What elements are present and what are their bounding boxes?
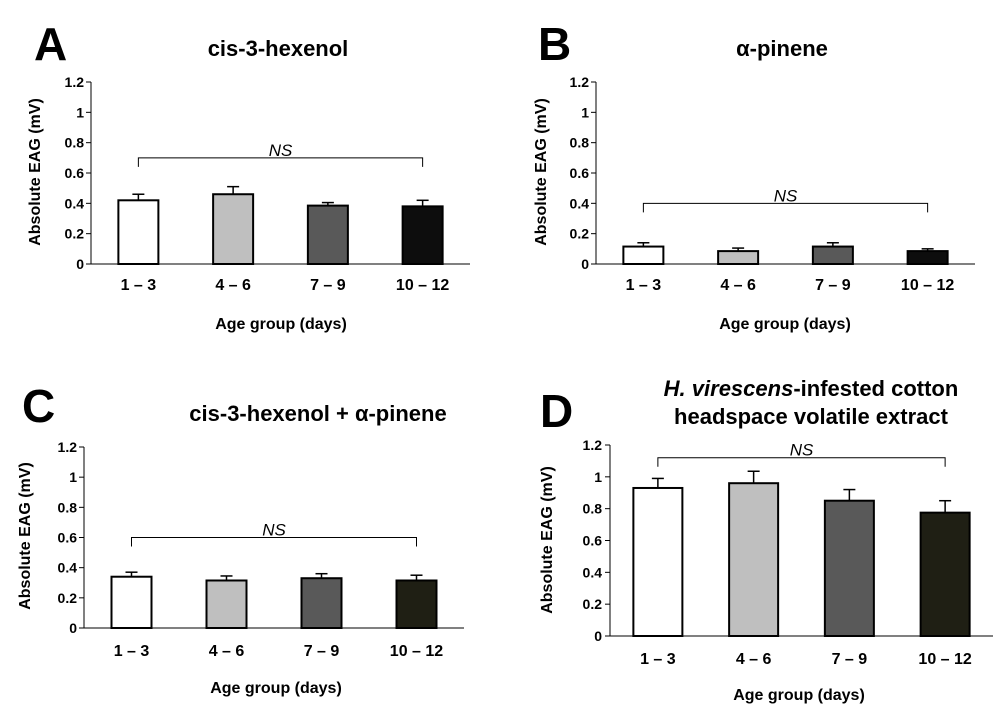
x-tick-label: 1 – 3 <box>121 277 157 294</box>
significance-label: NS <box>790 441 814 460</box>
y-tick-label: 1 <box>594 469 602 485</box>
x-tick-label: 4 – 6 <box>209 643 245 660</box>
bar <box>401 205 444 266</box>
panel-title: cis-3-hexenol <box>208 36 349 61</box>
y-tick-label: 0.2 <box>58 590 78 606</box>
x-tick-label: 7 – 9 <box>310 277 346 294</box>
y-tick-label: 0.6 <box>58 530 78 546</box>
x-tick-label: 7 – 9 <box>815 277 851 294</box>
significance-bracket <box>657 457 946 467</box>
bar <box>205 579 248 629</box>
panel-title-rest: -infested cotton <box>793 376 958 401</box>
x-tick-label: 1 – 3 <box>114 643 150 660</box>
x-tick-label: 1 – 3 <box>640 651 676 668</box>
y-tick-label: 0.8 <box>583 501 603 517</box>
x-tick-label: 4 – 6 <box>720 277 756 294</box>
y-tick-label: 0.2 <box>583 596 603 612</box>
y-tick-label: 1.2 <box>583 437 603 453</box>
significance-label: NS <box>262 521 286 540</box>
plot-area: 0 0.2 0.4 0.6 0.8 1 1.2 1 – 3 4 – 6 7 – 9 10 – 12 N… <box>58 439 464 660</box>
y-tick-label: 1.2 <box>65 74 85 90</box>
y-tick-label: 0 <box>581 256 589 272</box>
x-tick-label: 10 – 12 <box>918 651 971 668</box>
bar <box>728 482 780 638</box>
y-tick-label: 0 <box>69 620 77 636</box>
significance-bracket <box>131 537 417 547</box>
y-axis-label: Absolute EAG (mV) <box>539 466 556 614</box>
panel-letter: D <box>540 385 573 437</box>
y-tick-label: 1 <box>69 469 77 485</box>
panel-title-line-1: H. virescens-infested cotton <box>664 376 959 401</box>
panel-d: D H. virescens-infested cotton headspace… <box>539 376 993 704</box>
significance-bracket <box>137 157 424 167</box>
x-tick-label: 4 – 6 <box>736 651 772 668</box>
x-axis-label: Age group (days) <box>210 680 342 697</box>
y-tick-label: 0.8 <box>570 135 590 151</box>
x-axis-label: Age group (days) <box>733 687 865 704</box>
y-tick-label: 0.4 <box>570 195 590 211</box>
y-tick-label: 1 <box>76 104 84 120</box>
y-tick-label: 0.8 <box>65 135 85 151</box>
x-tick-label: 10 – 12 <box>396 277 449 294</box>
y-tick-label: 0.4 <box>58 560 78 576</box>
panel-letter: C <box>22 380 55 432</box>
y-tick-label: 0.4 <box>583 564 603 580</box>
x-tick-label: 10 – 12 <box>901 277 954 294</box>
bar <box>632 486 684 637</box>
x-tick-label: 1 – 3 <box>626 277 662 294</box>
y-tick-label: 1 <box>581 104 589 120</box>
panel-title: α-pinene <box>736 36 828 61</box>
bar <box>306 204 349 266</box>
y-tick-label: 0 <box>76 256 84 272</box>
y-tick-label: 0.6 <box>583 533 603 549</box>
bar <box>110 575 153 630</box>
y-axis-label: Absolute EAG (mV) <box>27 98 44 246</box>
panel-letter: B <box>538 18 571 70</box>
bar <box>622 245 665 265</box>
y-axis-label: Absolute EAG (mV) <box>533 98 550 246</box>
bar <box>811 245 854 265</box>
y-tick-label: 1.2 <box>570 74 590 90</box>
x-axis-label: Age group (days) <box>215 316 347 333</box>
x-tick-label: 4 – 6 <box>215 277 251 294</box>
bar <box>212 193 255 266</box>
plot-area: 0 0.2 0.4 0.6 0.8 1 1.2 1 – 3 4 – 6 7 – 9 10 – 12 N… <box>583 437 993 668</box>
y-tick-label: 1.2 <box>58 439 78 455</box>
y-axis-label: Absolute EAG (mV) <box>17 462 34 610</box>
y-tick-label: 0.6 <box>65 165 85 181</box>
bar <box>395 579 438 629</box>
panel-a: A cis-3-hexenol Absolute EAG (mV) Age gr… <box>27 18 470 333</box>
bar <box>823 499 875 638</box>
x-tick-label: 10 – 12 <box>390 643 443 660</box>
panel-letter: A <box>34 18 67 70</box>
x-tick-label: 7 – 9 <box>832 651 868 668</box>
x-axis-label: Age group (days) <box>719 316 851 333</box>
y-tick-label: 0.6 <box>570 165 590 181</box>
panel-c: C cis-3-hexenol + α-pinene Absolute EAG … <box>17 380 464 697</box>
y-tick-label: 0.4 <box>65 195 85 211</box>
panel-b: B α-pinene Absolute EAG (mV) Age group (… <box>533 18 975 333</box>
significance-label: NS <box>774 186 798 205</box>
significance-label: NS <box>269 141 293 160</box>
significance-bracket <box>642 202 929 213</box>
plot-area: 0 0.2 0.4 0.6 0.8 1 1.2 1 – 3 4 – 6 7 – 9 10 – 12 N… <box>570 74 975 294</box>
bar <box>919 511 971 637</box>
bar <box>300 577 343 629</box>
bar <box>906 250 949 266</box>
panel-title-line-2: headspace volatile extract <box>674 404 949 429</box>
y-tick-label: 0 <box>594 628 602 644</box>
panel-title-italic: H. virescens <box>664 376 794 401</box>
x-tick-label: 7 – 9 <box>304 643 340 660</box>
y-tick-label: 0.2 <box>65 226 85 242</box>
y-tick-label: 0.8 <box>58 499 78 515</box>
bar <box>717 250 760 266</box>
plot-area: 0 0.2 0.4 0.6 0.8 1 1.2 1 – 3 4 – 6 7 – 9 10 – 12 N… <box>65 74 470 294</box>
panel-title: cis-3-hexenol + α-pinene <box>189 401 446 426</box>
bar <box>117 199 160 266</box>
y-tick-label: 0.2 <box>570 226 590 242</box>
